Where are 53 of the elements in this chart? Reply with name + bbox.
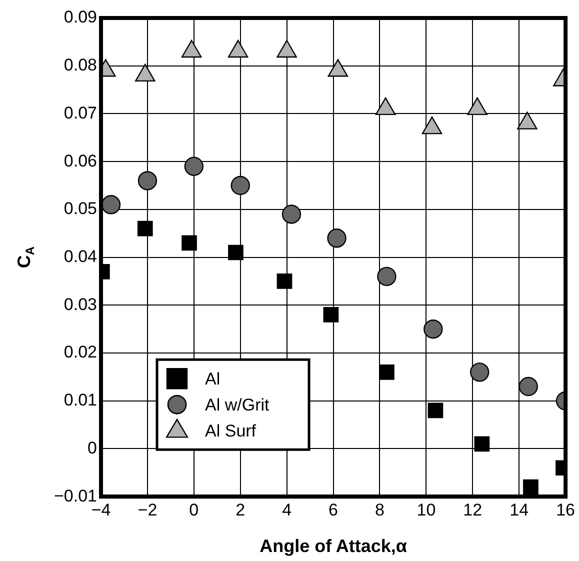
point [276,40,297,58]
y-tick-label: 0.07 [64,103,98,122]
point [379,364,394,380]
point [375,97,396,116]
y-tick-label: 0.03 [64,294,98,314]
y-tick-label: 0.05 [64,199,98,218]
point [101,195,121,214]
y-tick-label: 0.08 [64,56,98,75]
point [276,274,292,289]
y-tick-label: 0 [88,438,98,458]
x-tick-label: 14 [510,500,529,520]
y-axis-title: CA [14,246,37,268]
x-tick-label: 2 [236,500,246,520]
point [228,244,244,260]
point [138,171,158,190]
point [428,402,444,418]
x-tick-label: 4 [282,500,292,520]
point [424,319,443,339]
point [328,59,348,77]
x-tick-label: 12 [463,500,482,520]
point [467,97,488,116]
y-tick-label: 0.04 [64,246,98,266]
x-tick-label: 0 [189,500,199,520]
point [184,156,204,176]
x-tick-label: 8 [375,500,384,520]
y-tick-label: 0.06 [64,151,98,170]
point [228,40,248,58]
x-tick-label: 6 [328,500,338,520]
point [137,220,153,236]
point [422,116,442,134]
point [377,266,396,286]
legend-label: Al Surf [205,421,256,440]
point [182,235,197,251]
point [518,376,538,396]
point [181,40,202,58]
point [523,479,538,495]
point [135,64,156,82]
point [327,228,346,248]
point [323,307,339,322]
x-tick-label: 10 [416,500,436,520]
point [517,112,538,130]
x-tick-label: −2 [138,500,158,520]
legend-label: Al w/Grit [205,395,270,414]
x-tick-label: 16 [556,500,576,520]
point [470,362,490,382]
y-tick-label: 0.02 [64,342,98,362]
legend-label: Al [205,369,220,388]
x-axis-title: Angle of Attack,α [260,536,407,556]
point [230,176,250,196]
point [282,204,302,224]
y-tick-label: 0.01 [64,390,98,410]
y-tick-label: 0.09 [64,8,98,27]
point [474,436,490,452]
